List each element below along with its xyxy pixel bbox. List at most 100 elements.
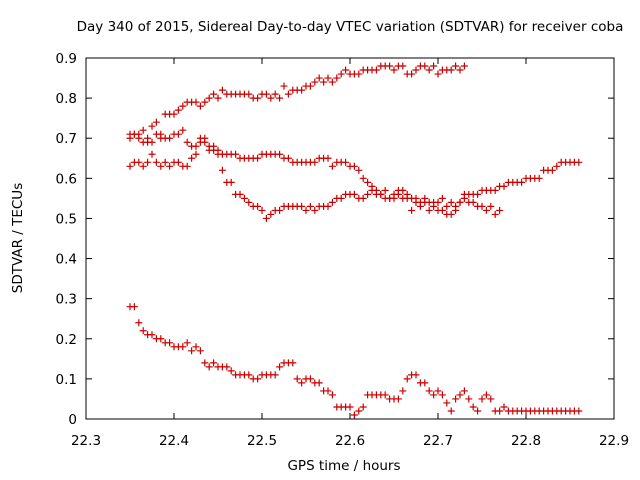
data-point	[478, 202, 486, 210]
data-point	[425, 387, 433, 395]
data-point	[298, 202, 306, 210]
data-point	[447, 66, 455, 74]
data-point	[218, 166, 226, 174]
y-tick-label: 0.6	[56, 171, 77, 187]
data-point	[271, 371, 279, 379]
data-point	[518, 178, 526, 186]
data-point	[179, 102, 187, 110]
y-tick-label: 0.4	[56, 252, 77, 268]
data-point	[403, 375, 411, 383]
data-point	[135, 158, 143, 166]
data-point	[359, 194, 367, 202]
data-point	[223, 363, 231, 371]
data-point	[324, 387, 332, 395]
data-point	[412, 66, 420, 74]
data-point	[254, 202, 262, 210]
data-point	[421, 379, 429, 387]
data-point	[390, 66, 398, 74]
data-point	[460, 194, 468, 202]
data-point	[408, 70, 416, 78]
y-tick-label: 0.3	[56, 292, 77, 308]
data-point	[245, 198, 253, 206]
data-point	[210, 359, 218, 367]
data-point	[306, 202, 314, 210]
data-point	[126, 162, 134, 170]
x-tick-label: 22.7	[423, 433, 453, 449]
data-point	[179, 126, 187, 134]
data-point	[289, 359, 297, 367]
data-point	[201, 98, 209, 106]
data-point	[152, 130, 160, 138]
data-point	[399, 387, 407, 395]
data-point	[465, 395, 473, 403]
data-point	[188, 347, 196, 355]
y-axis-label: SDTVAR / TECUs	[10, 183, 26, 293]
data-point	[500, 403, 508, 411]
data-point	[276, 150, 284, 158]
data-point	[438, 194, 446, 202]
data-point	[434, 198, 442, 206]
data-point	[355, 166, 363, 174]
data-point	[214, 94, 222, 102]
data-point	[218, 86, 226, 94]
data-point	[381, 391, 389, 399]
data-point	[276, 363, 284, 371]
data-point	[377, 190, 385, 198]
data-point	[482, 391, 490, 399]
data-point	[443, 399, 451, 407]
data-point	[491, 186, 499, 194]
data-point	[306, 375, 314, 383]
data-point	[487, 395, 495, 403]
data-point	[452, 202, 460, 210]
data-point	[130, 303, 138, 311]
y-tick-label: 0.9	[56, 51, 77, 67]
data-point	[192, 343, 200, 351]
data-point	[328, 162, 336, 170]
data-point	[245, 371, 253, 379]
y-tick-label: 0.1	[56, 372, 77, 388]
data-point	[192, 150, 200, 158]
data-point	[276, 94, 284, 102]
data-point	[157, 335, 165, 343]
axis-ticks: 22.3 22.4 22.5 22.6 22.7 22.8 22.9 0 0.1 0.2 0.3 0.…	[56, 51, 630, 449]
data-point	[337, 194, 345, 202]
data-point	[412, 371, 420, 379]
data-point	[478, 395, 486, 403]
data-point	[452, 395, 460, 403]
data-point	[311, 206, 319, 214]
data-point	[148, 150, 156, 158]
data-point	[381, 186, 389, 194]
data-point	[337, 70, 345, 78]
data-point	[469, 403, 477, 411]
data-point	[240, 194, 248, 202]
data-point	[139, 126, 147, 134]
data-point	[227, 367, 235, 375]
data-point	[390, 190, 398, 198]
data-point	[148, 122, 156, 130]
data-point	[535, 174, 543, 182]
data-point	[491, 210, 499, 218]
data-point	[434, 387, 442, 395]
data-point	[346, 403, 354, 411]
data-point	[284, 154, 292, 162]
y-tick-label: 0.2	[56, 332, 77, 348]
data-point	[496, 407, 504, 415]
data-point	[139, 162, 147, 170]
data-point	[254, 154, 262, 162]
data-point	[364, 178, 372, 186]
data-point	[482, 206, 490, 214]
data-point	[416, 198, 424, 206]
data-point	[135, 134, 143, 142]
data-point	[232, 150, 240, 158]
data-point	[328, 78, 336, 86]
x-axis-label: GPS time / hours	[287, 458, 400, 474]
data-point	[245, 90, 253, 98]
data-point	[443, 202, 451, 210]
data-point	[148, 331, 156, 339]
data-point	[236, 190, 244, 198]
series-track-4	[126, 303, 583, 419]
data-point	[170, 110, 178, 118]
data-point	[434, 70, 442, 78]
data-point	[258, 206, 266, 214]
data-point	[328, 198, 336, 206]
